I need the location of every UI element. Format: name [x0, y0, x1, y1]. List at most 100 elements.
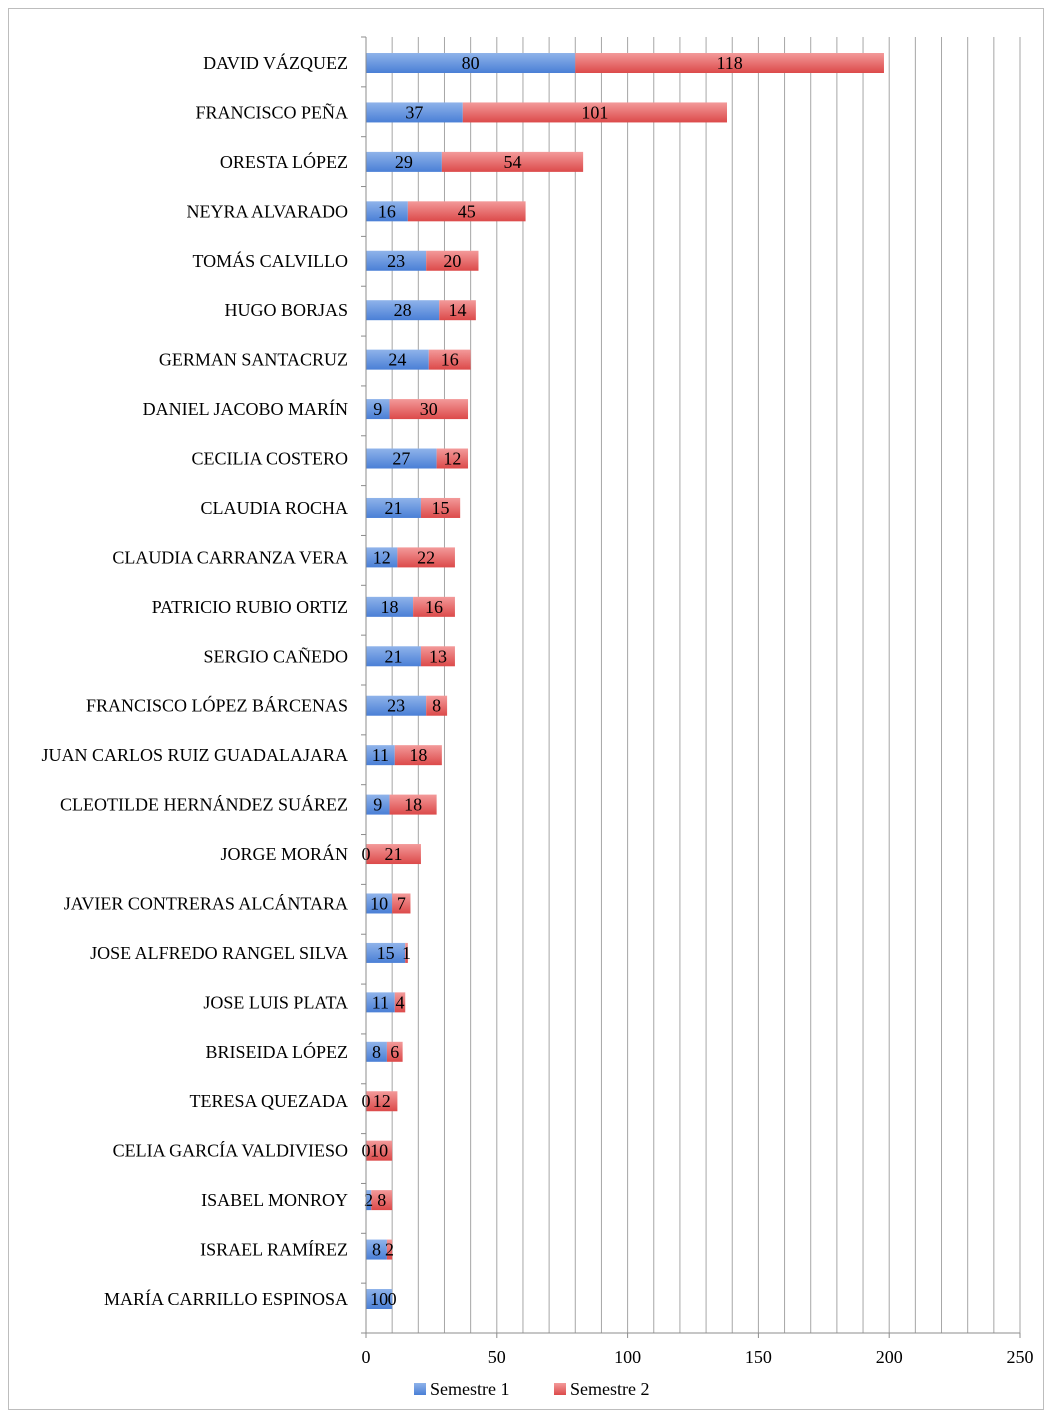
category-label: JORGE MORÁN [220, 843, 348, 864]
gridlines [391, 37, 1021, 1333]
data-label-semestre-1: 23 [387, 696, 405, 716]
data-label-semestre-1: 21 [384, 498, 402, 518]
bar-semestre-2 [389, 794, 437, 815]
category-label: JOSE ALFREDO RANGEL SILVA [90, 943, 348, 963]
data-label-semestre-2: 15 [432, 498, 450, 518]
data-label-semestre-2: 20 [443, 251, 461, 271]
category-label: GERMAN SANTACRUZ [159, 350, 348, 370]
data-label-semestre-1: 11 [372, 745, 389, 765]
data-label-semestre-2: 2 [385, 1240, 394, 1260]
data-label-semestre-2: 18 [404, 795, 422, 815]
data-label-semestre-1: 21 [384, 646, 402, 666]
data-label-semestre-2: 22 [417, 547, 435, 567]
data-label-semestre-1: 8 [372, 1240, 381, 1260]
bar-semestre-1 [366, 250, 427, 271]
bar-semestre-2 [371, 1190, 393, 1211]
data-label-semestre-1: 9 [373, 399, 382, 419]
data-label-semestre-1: 29 [395, 152, 413, 172]
bar-semestre-2 [389, 399, 469, 420]
bar-semestre-1 [366, 596, 414, 617]
data-label-semestre-2: 45 [458, 201, 476, 221]
bar-semestre-2 [462, 102, 728, 123]
bar-semestre-2 [428, 349, 471, 370]
data-label-semestre-2: 14 [449, 300, 467, 320]
bar-semestre-1 [366, 448, 437, 469]
data-label-semestre-2: 8 [377, 1190, 386, 1210]
category-label: CLEOTILDE HERNÁNDEZ SUÁREZ [60, 794, 348, 815]
data-label-semestre-2: 1 [402, 943, 411, 963]
legend-swatch [554, 1383, 566, 1395]
data-label-semestre-1: 15 [377, 943, 395, 963]
bar-semestre-2 [366, 1140, 393, 1161]
category-label: BRISEIDA LÓPEZ [205, 1041, 348, 1062]
bar-semestre-2 [386, 1041, 403, 1062]
bar-semestre-2 [397, 547, 455, 568]
category-label: ISABEL MONROY [201, 1190, 348, 1210]
legend-swatch [414, 1383, 426, 1395]
data-label-semestre-2: 12 [373, 1091, 391, 1111]
data-label-semestre-2: 118 [716, 53, 742, 73]
bar-semestre-1 [366, 497, 421, 518]
category-label: NEYRA ALVARADO [186, 201, 348, 221]
bar-semestre-1 [366, 695, 427, 716]
bar-semestre-1 [366, 349, 429, 370]
data-label-semestre-2: 6 [390, 1042, 399, 1062]
data-label-semestre-2: 54 [503, 152, 521, 172]
bar-semestre-1 [366, 942, 406, 963]
data-label-semestre-1: 23 [387, 251, 405, 271]
bar-semestre-2 [420, 497, 461, 518]
bar-semestre-1 [366, 992, 395, 1013]
bar-semestre-1 [366, 745, 395, 766]
bar-semestre-1 [366, 151, 442, 172]
data-label-semestre-2: 10 [370, 1141, 388, 1161]
data-label-semestre-1: 2 [364, 1190, 373, 1210]
bars [366, 53, 884, 1309]
data-label-semestre-1: 10 [370, 893, 388, 913]
x-tick-label: 200 [876, 1347, 903, 1367]
category-label: CECILIA COSTERO [191, 449, 348, 469]
bar-semestre-1 [366, 102, 463, 123]
category-label: FRANCISCO LÓPEZ BÁRCENAS [86, 695, 348, 716]
bar-semestre-1 [366, 1289, 393, 1309]
bar-semestre-2 [426, 695, 448, 716]
chart-frame: 80 118 37 101 29 54 16 45 23 20 28 14 24 16 9 30 27 12 21 1… [8, 8, 1044, 1410]
bar-semestre-1 [366, 646, 421, 667]
bar-semestre-2 [575, 53, 884, 73]
bar-semestre-2 [439, 300, 476, 321]
data-label-semestre-1: 27 [392, 449, 410, 469]
data-label-semestre-1: 18 [381, 597, 399, 617]
bar-semestre-1 [366, 794, 390, 815]
data-label-semestre-1: 37 [405, 102, 423, 122]
category-label: MARÍA CARRILLO ESPINOSA [104, 1288, 348, 1309]
bar-semestre-2 [366, 844, 421, 865]
data-label-semestre-2: 16 [441, 350, 459, 370]
category-label: SERGIO CAÑEDO [203, 645, 348, 666]
category-label: ORESTA LÓPEZ [220, 151, 348, 172]
data-label-semestre-2: 21 [384, 844, 402, 864]
x-tick-label: 150 [745, 1347, 772, 1367]
legend-label: Semestre 1 [430, 1379, 509, 1399]
data-label-semestre-2: 16 [425, 597, 443, 617]
bar-semestre-2 [405, 942, 408, 963]
data-label-semestre-2: 13 [429, 646, 447, 666]
data-label-semestre-1: 10 [370, 1289, 388, 1309]
category-label: JOSE LUIS PLATA [203, 992, 348, 1012]
category-label: TOMÁS CALVILLO [192, 250, 348, 271]
category-label: FRANCISCO PEÑA [195, 101, 348, 122]
data-label-semestre-1: 80 [462, 53, 480, 73]
bar-semestre-1 [366, 1041, 387, 1062]
bar-semestre-2 [420, 646, 455, 667]
data-label-semestre-1: 9 [373, 795, 382, 815]
x-tick-label: 100 [614, 1347, 641, 1367]
data-label-semestre-2: 7 [397, 893, 406, 913]
x-tick-label: 250 [1007, 1347, 1034, 1367]
category-label: JUAN CARLOS RUIZ GUADALAJARA [41, 745, 348, 765]
data-label-semestre-1: 24 [388, 350, 406, 370]
category-label: ISRAEL RAMÍREZ [200, 1239, 348, 1260]
category-label: TERESA QUEZADA [190, 1091, 349, 1111]
data-label-semestre-2: 8 [432, 696, 441, 716]
category-label: HUGO BORJAS [224, 300, 348, 320]
data-label-semestre-1: 11 [372, 992, 389, 1012]
